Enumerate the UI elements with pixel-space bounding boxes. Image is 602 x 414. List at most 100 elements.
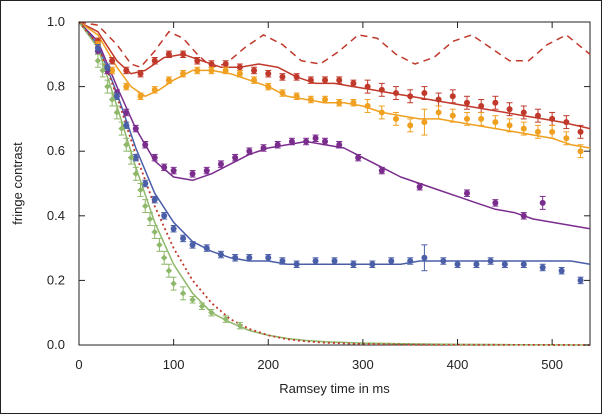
data-point [487, 258, 494, 265]
y-tick-label: 0.4 [47, 208, 65, 223]
data-point [251, 67, 258, 74]
data-point [170, 225, 177, 232]
data-point [279, 258, 286, 265]
data-point [421, 119, 428, 126]
data-point [492, 119, 499, 126]
data-point [208, 60, 215, 67]
data-point [208, 309, 215, 316]
data-point [501, 261, 508, 268]
data-point [520, 212, 527, 219]
data-point [142, 180, 149, 187]
x-tick-label: 500 [541, 357, 563, 372]
data-point [142, 202, 149, 210]
data-point [104, 64, 111, 71]
data-point [222, 315, 229, 323]
data-point [123, 141, 130, 148]
data-point [108, 96, 116, 103]
data-point [520, 261, 527, 268]
data-point [369, 261, 376, 268]
data-point [355, 154, 362, 161]
data-point [407, 122, 414, 129]
data-point [246, 254, 253, 261]
data-point [435, 96, 442, 103]
data-point [198, 303, 206, 310]
fit-curve-solid [78, 21, 591, 149]
data-point [232, 254, 239, 261]
data-point [350, 99, 357, 106]
x-tick-label: 400 [447, 357, 469, 372]
data-point [454, 261, 461, 268]
data-point [109, 67, 116, 74]
data-point [336, 77, 343, 84]
data-point [463, 190, 470, 197]
data-point [350, 261, 357, 268]
data-point [307, 77, 314, 84]
data-point [265, 254, 272, 261]
data-point [132, 154, 139, 161]
data-point [222, 60, 229, 67]
data-point [478, 115, 485, 122]
data-points [94, 37, 584, 330]
data-point [563, 119, 570, 126]
data-point [251, 77, 258, 84]
data-point [113, 109, 121, 116]
data-point [94, 57, 102, 64]
data-point [113, 93, 120, 100]
data-point [539, 264, 546, 271]
data-point [440, 258, 447, 265]
data-point [189, 296, 196, 303]
data-point [322, 138, 329, 145]
data-point [492, 199, 499, 206]
data-point [279, 90, 286, 97]
y-tick-label: 0.0 [47, 337, 65, 352]
data-point [123, 109, 130, 116]
data-point [232, 154, 239, 161]
data-point [378, 167, 385, 174]
data-point [170, 167, 177, 174]
data-point [473, 261, 480, 268]
data-point [137, 186, 144, 194]
data-point [156, 241, 163, 249]
data-point [236, 322, 244, 329]
data-point [142, 141, 149, 148]
data-point [161, 164, 168, 171]
data-point [161, 212, 168, 219]
data-point [165, 51, 172, 58]
data-point [217, 161, 224, 168]
data-point [194, 67, 201, 74]
data-point [222, 67, 229, 74]
data-point [123, 67, 130, 74]
data-point [179, 290, 187, 297]
data-point [364, 102, 371, 109]
data-point [336, 99, 343, 106]
x-tick-label: 0 [75, 357, 82, 372]
data-point [449, 93, 456, 100]
data-point [265, 70, 272, 77]
data-point [364, 83, 371, 90]
data-point [534, 128, 541, 135]
data-point [449, 112, 456, 119]
data-point [180, 51, 187, 58]
y-tick-label: 0.2 [47, 272, 65, 287]
x-tick-label: 200 [257, 357, 279, 372]
data-point [539, 199, 546, 206]
data-point [151, 154, 158, 161]
y-tick-label: 0.6 [47, 143, 65, 158]
data-point [208, 67, 215, 74]
data-point [99, 67, 106, 74]
data-point [463, 115, 470, 122]
data-point [336, 141, 343, 148]
data-point [506, 122, 513, 129]
data-point [322, 96, 329, 103]
data-point [260, 144, 267, 151]
plot-frame [78, 21, 591, 346]
data-point [151, 57, 158, 64]
data-point [307, 96, 314, 103]
data-point [407, 258, 414, 265]
fit-curve-solid [78, 21, 591, 130]
y-tick-label: 0.8 [47, 79, 65, 94]
data-point [520, 125, 527, 132]
data-point [170, 280, 177, 287]
data-point [293, 93, 300, 100]
data-point [331, 258, 338, 265]
